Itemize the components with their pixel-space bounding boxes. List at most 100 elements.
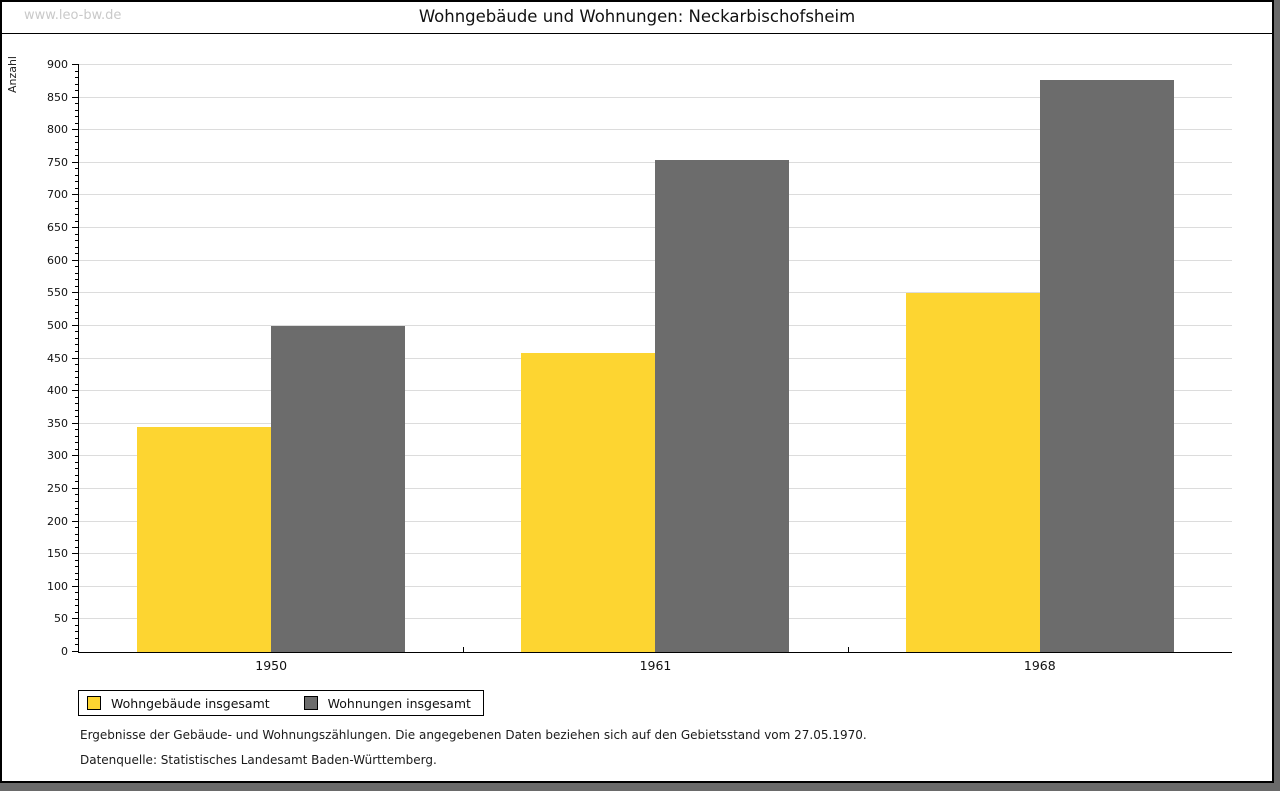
y-axis-minor-tick (75, 540, 79, 542)
y-tick-label: 0 (61, 645, 68, 658)
title-bar: www.leo-bw.de Wohngebäude und Wohnungen:… (2, 2, 1272, 34)
y-axis-minor-tick (75, 474, 79, 476)
y-axis-major-tick (72, 618, 79, 620)
footer-note: Ergebnisse der Gebäude- und Wohnungszähl… (80, 728, 867, 742)
y-tick-label: 800 (47, 123, 68, 137)
x-tick-label: 1968 (1023, 658, 1056, 673)
y-axis-major-tick (72, 292, 79, 294)
y-axis-minor-tick (75, 181, 79, 183)
y-axis-minor-tick (75, 494, 79, 496)
y-axis-minor-tick (75, 174, 79, 176)
y-axis-major-tick (72, 651, 79, 652)
y-axis-minor-tick (75, 135, 79, 137)
bar-1961-wohngebäude (521, 353, 656, 652)
y-axis-major-tick (72, 455, 79, 457)
y-axis-minor-tick (75, 468, 79, 470)
y-axis-minor-tick (75, 592, 79, 594)
x-tick-label: 1961 (639, 658, 672, 673)
y-axis-minor-tick (75, 448, 79, 450)
y-axis-minor-tick (75, 435, 79, 437)
y-axis-major-tick (72, 520, 79, 522)
bar-1961-wohnungen (655, 160, 790, 652)
y-axis-minor-tick (75, 266, 79, 268)
y-tick-label: 700 (47, 188, 68, 202)
bar-1950-wohngebäude (137, 426, 272, 652)
legend-label: Wohngebäude insgesamt (111, 695, 270, 711)
y-axis-minor-tick (75, 90, 79, 92)
y-tick-label: 150 (47, 547, 68, 561)
y-axis-major-tick (72, 161, 79, 163)
y-axis-minor-tick (75, 116, 79, 118)
y-axis-minor-tick (75, 566, 79, 568)
legend-label: Wohnungen insgesamt (327, 695, 471, 711)
y-axis-major-tick (72, 227, 79, 229)
chart-region: Anzahl 0 50 100 150 200 250 300 350 400 450 500 550… (2, 34, 1272, 781)
y-axis-minor-tick (75, 507, 79, 509)
y-axis-minor-tick (75, 527, 79, 529)
y-axis-minor-tick (75, 501, 79, 502)
y-tick-label: 350 (47, 416, 68, 430)
y-axis-major-tick (72, 324, 79, 326)
y-axis-major-tick (72, 422, 79, 424)
y-axis-major-tick (72, 194, 79, 196)
y-axis-major-tick (72, 259, 79, 261)
y-axis-minor-tick (75, 442, 79, 444)
bar-1968-wohnungen (1039, 80, 1174, 652)
y-axis-minor-tick (75, 605, 79, 607)
y-axis-minor-tick (75, 279, 79, 281)
y-axis-minor-tick (75, 403, 79, 405)
y-axis-minor-tick (75, 318, 79, 320)
x-axis-boundary-tick (463, 647, 465, 652)
y-axis-minor-tick (75, 533, 79, 535)
y-axis-minor-tick (75, 233, 79, 235)
y-axis-minor-tick (75, 350, 79, 352)
y-axis-minor-tick (75, 305, 79, 307)
y-tick-label: 600 (47, 253, 68, 267)
y-axis-minor-tick (75, 598, 79, 600)
y-axis-minor-tick (75, 168, 79, 170)
y-tick-label: 850 (47, 90, 68, 104)
y-axis-minor-tick (75, 514, 79, 516)
y-tick-label: 450 (47, 351, 68, 365)
legend: Wohngebäude insgesamt Wohnungen insgesam… (78, 690, 484, 716)
y-axis-minor-tick (75, 396, 79, 398)
y-axis-minor-tick (75, 429, 79, 431)
y-axis-minor-tick (75, 207, 79, 209)
y-axis-title: Anzahl (6, 56, 19, 94)
y-tick-label: 650 (47, 221, 68, 235)
y-axis-minor-tick (75, 142, 79, 144)
y-axis-minor-tick (75, 559, 79, 561)
y-axis-minor-tick (75, 461, 79, 463)
y-axis-major-tick (72, 129, 79, 131)
y-tick-label: 550 (47, 286, 68, 300)
page-title: Wohngebäude und Wohnungen: Neckarbischof… (418, 7, 856, 26)
gridline (79, 64, 1232, 65)
y-tick-label: 750 (47, 155, 68, 169)
y-axis-minor-tick (75, 644, 79, 646)
plot-area: 0 50 100 150 200 250 300 350 400 450 500 550 600 650 7… (47, 58, 1232, 673)
y-axis-minor-tick (75, 285, 79, 287)
y-axis-minor-tick (75, 624, 79, 626)
y-axis-minor-tick (75, 246, 79, 248)
y-axis-minor-tick (75, 331, 79, 333)
legend-item-wohnungen: Wohnungen insgesamt (303, 695, 471, 711)
y-tick-label: 400 (47, 384, 68, 398)
bar-group-1950 (79, 65, 463, 652)
bar-group-1961 (463, 65, 847, 652)
y-axis-minor-tick (75, 77, 79, 79)
y-axis-minor-tick (75, 377, 79, 379)
y-axis-minor-tick (75, 272, 79, 274)
x-axis-boundary-tick (847, 647, 849, 652)
y-tick-label: 300 (47, 449, 68, 463)
y-axis-minor-tick (75, 611, 79, 613)
y-tick-label: 50 (54, 612, 68, 626)
y-tick-label: 200 (47, 514, 68, 528)
y-axis-minor-tick (75, 109, 79, 111)
y-axis-minor-tick (75, 200, 79, 202)
gridline (79, 129, 1232, 131)
bar-group-1968 (848, 65, 1232, 652)
y-axis-major-tick (72, 553, 79, 555)
gridline (79, 96, 1232, 98)
y-axis-minor-tick (75, 409, 79, 411)
